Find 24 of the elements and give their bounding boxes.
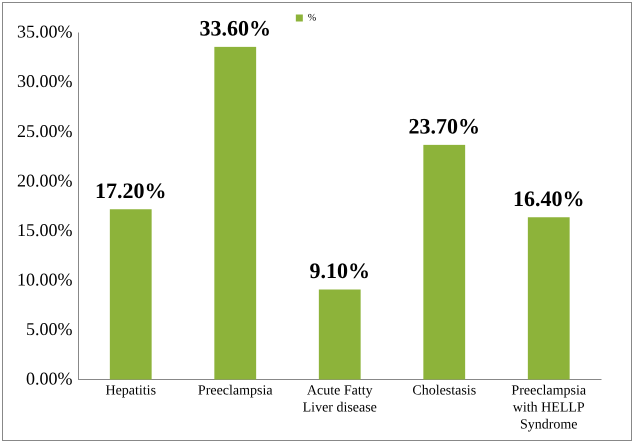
bar <box>528 217 570 380</box>
legend-label: % <box>308 12 316 24</box>
y-tick-label: 0.00% <box>26 368 72 388</box>
data-label: 17.20% <box>94 178 166 203</box>
y-tick-label: 35.00% <box>16 22 72 42</box>
y-tick-label: 15.00% <box>16 220 72 240</box>
data-label: 9.10% <box>309 258 370 284</box>
x-tick-label: Preeclampsia with HELLP Syndrome <box>511 384 587 432</box>
bar <box>214 46 256 380</box>
bar <box>423 144 466 380</box>
x-tick-label: Acute Fatty Liver disease <box>302 384 377 416</box>
x-tick-label: Cholestasis <box>412 384 476 399</box>
bar <box>318 289 361 380</box>
bar <box>110 209 152 380</box>
data-label: 23.70% <box>408 114 480 139</box>
data-label: 16.40% <box>513 186 584 211</box>
y-tick-label: 5.00% <box>26 318 72 339</box>
x-tick-label: Preeclampsia <box>198 384 274 399</box>
data-label: 33.60% <box>199 16 271 41</box>
y-tick-label: 30.00% <box>16 71 72 92</box>
y-tick-label: 25.00% <box>16 120 72 141</box>
y-tick-label: 20.00% <box>16 170 72 190</box>
y-tick-label: 10.00% <box>16 269 72 290</box>
x-tick-label: Hepatitis <box>105 384 156 399</box>
